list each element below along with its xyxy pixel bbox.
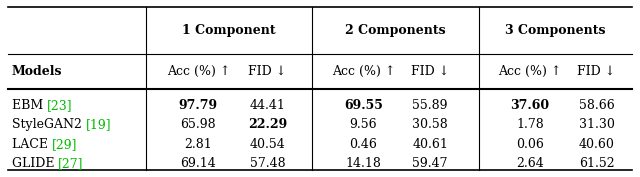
Text: 31.30: 31.30 — [579, 118, 614, 131]
Text: 2.64: 2.64 — [516, 157, 544, 170]
Text: FID ↓: FID ↓ — [248, 65, 287, 78]
Text: 30.58: 30.58 — [412, 118, 448, 131]
Text: FID ↓: FID ↓ — [577, 65, 616, 78]
Text: 2 Components: 2 Components — [345, 24, 446, 38]
Text: 44.41: 44.41 — [250, 99, 285, 112]
Text: Acc (%) ↑: Acc (%) ↑ — [166, 65, 230, 78]
Text: 40.54: 40.54 — [250, 138, 285, 151]
Text: 55.89: 55.89 — [412, 99, 448, 112]
Text: GLIDE: GLIDE — [12, 157, 58, 170]
Text: 37.60: 37.60 — [510, 99, 550, 112]
Text: 58.66: 58.66 — [579, 99, 614, 112]
Text: 61.52: 61.52 — [579, 157, 614, 170]
Text: StyleGAN2: StyleGAN2 — [12, 118, 85, 131]
Text: LACE: LACE — [12, 138, 51, 151]
Text: Acc (%) ↑: Acc (%) ↑ — [498, 65, 562, 78]
Text: 14.18: 14.18 — [346, 157, 381, 170]
Text: 1 Component: 1 Component — [182, 24, 276, 38]
Text: 2.81: 2.81 — [184, 138, 212, 151]
Text: [23]: [23] — [47, 99, 72, 112]
Text: EBM: EBM — [12, 99, 47, 112]
Text: 97.79: 97.79 — [179, 99, 218, 112]
Text: 69.14: 69.14 — [180, 157, 216, 170]
Text: 9.56: 9.56 — [349, 118, 378, 131]
Text: [29]: [29] — [52, 138, 77, 151]
Text: 3 Components: 3 Components — [505, 24, 606, 38]
Text: Acc (%) ↑: Acc (%) ↑ — [332, 65, 396, 78]
Text: Models: Models — [12, 65, 62, 78]
Text: 65.98: 65.98 — [180, 118, 216, 131]
Text: 40.61: 40.61 — [412, 138, 448, 151]
Text: FID ↓: FID ↓ — [411, 65, 449, 78]
Text: 22.29: 22.29 — [248, 118, 287, 131]
Text: 0.06: 0.06 — [516, 138, 544, 151]
Text: 0.46: 0.46 — [349, 138, 378, 151]
Text: 40.60: 40.60 — [579, 138, 614, 151]
Text: [27]: [27] — [58, 157, 84, 170]
Text: 59.47: 59.47 — [412, 157, 448, 170]
Text: [19]: [19] — [85, 118, 111, 131]
Text: 1.78: 1.78 — [516, 118, 544, 131]
Text: 69.55: 69.55 — [344, 99, 383, 112]
Text: 57.48: 57.48 — [250, 157, 285, 170]
